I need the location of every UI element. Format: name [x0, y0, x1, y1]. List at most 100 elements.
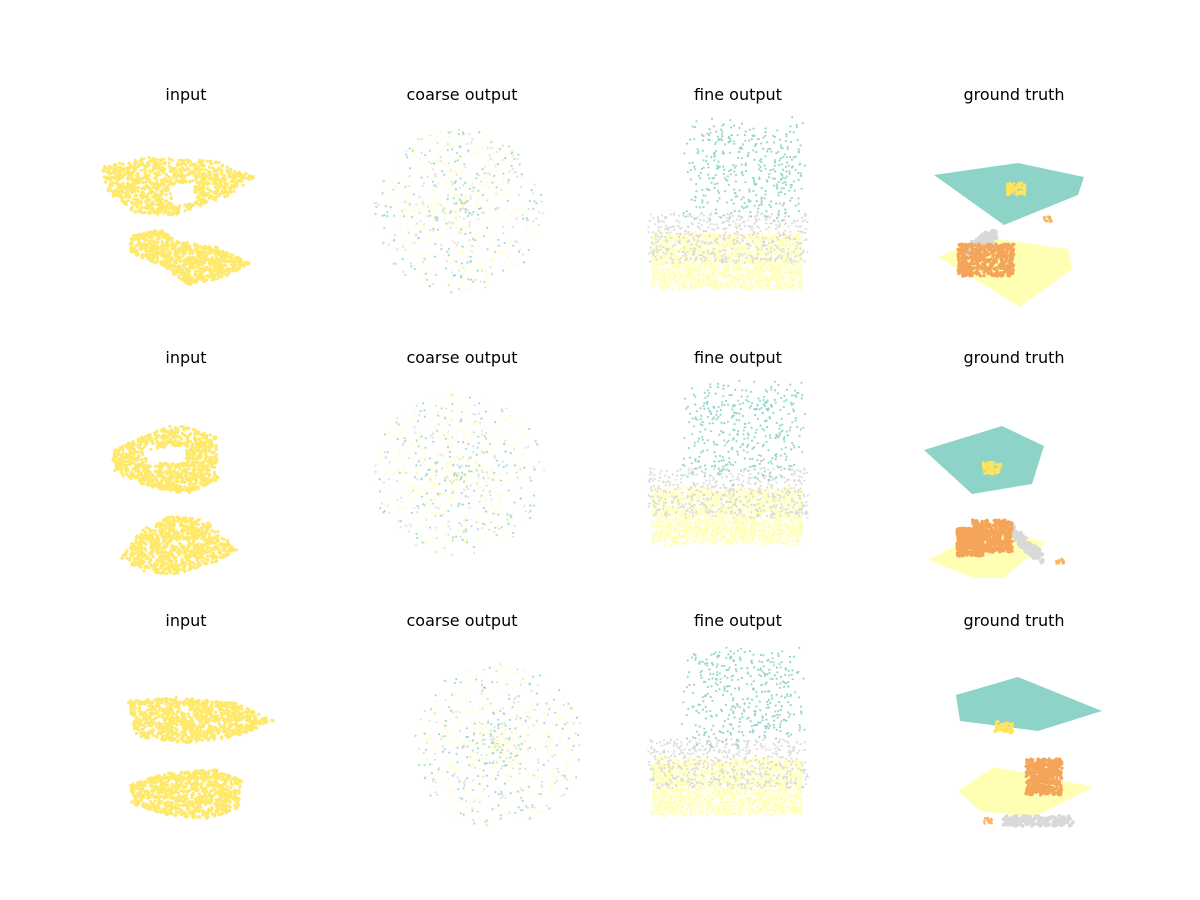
point-mark	[775, 278, 778, 282]
point-mark	[383, 178, 386, 181]
point-mark	[493, 247, 496, 250]
point-mark	[785, 135, 788, 138]
point-mark	[733, 124, 736, 127]
point-mark	[707, 263, 710, 266]
point-mark	[145, 164, 149, 168]
point-mark	[168, 263, 172, 267]
point-mark	[200, 273, 204, 277]
point-mark	[499, 244, 502, 247]
point-mark	[456, 241, 460, 244]
point-mark	[533, 200, 536, 203]
point-mark	[161, 204, 165, 208]
point-mark	[778, 254, 781, 257]
point-mark	[664, 244, 667, 248]
point-mark	[540, 193, 543, 196]
point-mark	[685, 236, 689, 240]
point-mark	[799, 247, 802, 250]
point-mark	[741, 256, 744, 259]
point-mark	[692, 281, 695, 285]
point-mark	[138, 209, 142, 213]
point-mark	[222, 270, 226, 274]
point-mark	[777, 238, 780, 241]
point-mark	[460, 193, 463, 196]
point-mark	[513, 171, 516, 174]
point-mark	[479, 280, 482, 283]
point-mark	[724, 143, 727, 146]
point-mark	[391, 181, 394, 184]
point-mark	[732, 282, 735, 285]
point-mark	[799, 257, 802, 260]
point-mark	[789, 230, 792, 233]
point-mark	[776, 283, 779, 286]
point-mark	[418, 158, 422, 161]
point-mark	[762, 245, 765, 248]
point-mark	[697, 239, 700, 242]
point-mark	[743, 261, 746, 264]
point-mark	[422, 205, 425, 208]
point-mark	[784, 229, 787, 232]
point-mark	[797, 235, 801, 238]
point-mark	[460, 290, 463, 293]
point-mark	[450, 184, 453, 187]
point-mark	[761, 240, 764, 243]
point-mark	[685, 258, 689, 261]
point-mark	[468, 221, 471, 224]
point-mark	[775, 265, 778, 268]
point-mark	[188, 163, 193, 167]
point-mark	[163, 255, 167, 259]
point-mark	[523, 260, 526, 264]
point-mark	[670, 248, 673, 251]
point-mark	[714, 174, 717, 177]
point-mark	[468, 238, 471, 242]
point-mark	[173, 247, 177, 252]
point-mark	[229, 253, 233, 257]
point-mark	[769, 237, 772, 240]
point-mark	[214, 268, 218, 272]
point-mark	[511, 226, 514, 229]
point-mark	[419, 230, 422, 233]
point-mark	[759, 279, 762, 283]
point-mark	[455, 200, 459, 203]
point-mark	[403, 207, 406, 210]
point-mark	[488, 186, 491, 189]
point-mark	[197, 262, 201, 266]
point-mark	[471, 182, 474, 185]
point-mark	[177, 204, 182, 208]
point-mark	[407, 174, 410, 178]
point-mark	[446, 197, 449, 201]
point-mark	[665, 283, 668, 286]
point-mark	[699, 264, 702, 268]
point-mark	[135, 205, 139, 209]
point-mark	[156, 212, 160, 216]
point-mark	[716, 283, 719, 287]
point-mark	[164, 248, 168, 252]
point-mark	[508, 214, 511, 218]
point-mark	[696, 216, 699, 219]
point-mark	[133, 184, 137, 188]
point-mark	[480, 211, 483, 214]
point-mark	[403, 215, 406, 218]
point-mark	[779, 275, 782, 279]
point-mark	[776, 185, 779, 188]
point-mark	[780, 278, 784, 281]
point-mark	[751, 242, 754, 245]
point-mark	[182, 178, 186, 182]
point-mark	[148, 178, 152, 182]
point-mark	[173, 205, 177, 209]
point-mark	[750, 254, 753, 257]
point-mark	[426, 278, 429, 281]
point-mark	[405, 153, 408, 156]
point-mark	[732, 202, 735, 205]
point-mark	[797, 258, 801, 262]
point-mark	[799, 253, 802, 256]
point-mark	[188, 278, 192, 283]
point-mark	[751, 271, 754, 274]
point-mark	[526, 225, 529, 228]
point-mark	[171, 270, 175, 274]
point-mark	[749, 244, 752, 247]
point-mark	[713, 278, 716, 281]
point-mark	[493, 180, 496, 183]
point-mark	[775, 227, 778, 231]
point-mark	[218, 257, 222, 261]
point-mark	[753, 158, 756, 161]
